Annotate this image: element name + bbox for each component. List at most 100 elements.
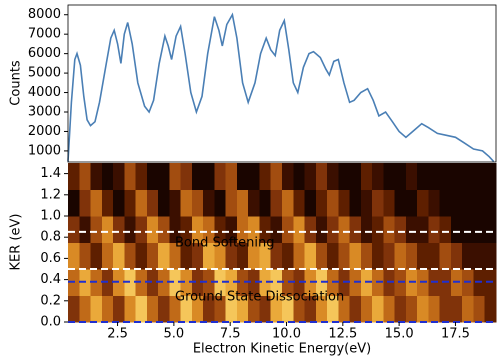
heatmap-cell bbox=[428, 189, 441, 217]
heatmap-cell bbox=[135, 242, 148, 270]
annotation: Ground State Dissociation bbox=[175, 290, 344, 305]
heatmap-cell bbox=[214, 216, 227, 243]
heatmap-cell bbox=[79, 163, 91, 190]
heatmap-cell bbox=[101, 163, 114, 190]
heatmap-cell bbox=[394, 242, 407, 270]
heatmap-cell bbox=[428, 216, 441, 243]
heatmap-cell bbox=[79, 216, 91, 243]
y-axis-label: KER (eV) bbox=[9, 214, 24, 271]
y-tick-label: 2000 bbox=[28, 124, 61, 139]
heatmap-cell bbox=[484, 163, 497, 190]
heatmap-cell bbox=[315, 295, 328, 323]
heatmap-cell bbox=[68, 163, 80, 190]
heatmap-cell bbox=[180, 242, 193, 270]
heatmap-cell bbox=[124, 295, 136, 323]
heatmap-cell bbox=[135, 189, 148, 217]
heatmap-cell bbox=[450, 242, 463, 270]
heatmap-cell bbox=[191, 242, 204, 270]
annotation: Bond Softening bbox=[175, 236, 275, 251]
heatmap-cell bbox=[473, 242, 486, 270]
heatmap-cell bbox=[405, 242, 418, 270]
heatmap-cell bbox=[191, 269, 204, 296]
heatmap-cell bbox=[101, 242, 114, 270]
heatmap-cell bbox=[450, 216, 463, 243]
heatmap-cell bbox=[439, 163, 452, 190]
heatmap-cell bbox=[349, 163, 362, 190]
heatmap-cell bbox=[248, 163, 260, 190]
heatmap-cell bbox=[338, 295, 350, 323]
heatmap-cell bbox=[270, 269, 283, 296]
heatmap-cell bbox=[259, 189, 272, 217]
heatmap-cell bbox=[439, 242, 452, 270]
heatmap-cell bbox=[191, 295, 204, 323]
heatmap-cell bbox=[473, 295, 486, 323]
heatmap-cell bbox=[327, 295, 339, 323]
heatmap-cell bbox=[68, 242, 80, 270]
heatmap-cell bbox=[315, 242, 328, 270]
heatmap-cell bbox=[248, 216, 260, 243]
x-tick-label: 5.0 bbox=[164, 327, 185, 342]
heatmap-cell bbox=[327, 242, 339, 270]
heatmap-cell bbox=[79, 189, 91, 217]
heatmap-cell bbox=[180, 295, 193, 323]
heatmap-cell bbox=[315, 216, 328, 243]
heatmap-cell bbox=[315, 163, 328, 190]
heatmap-cell bbox=[214, 242, 227, 270]
heatmap-cell bbox=[462, 163, 474, 190]
heatmap-cell bbox=[417, 242, 429, 270]
heatmap-cell bbox=[158, 189, 170, 217]
heatmap-cell bbox=[417, 295, 429, 323]
heatmap-cell bbox=[462, 189, 474, 217]
heatmap-cell bbox=[203, 216, 215, 243]
heatmap-cell bbox=[450, 295, 463, 323]
heatmap-cell bbox=[248, 269, 260, 296]
heatmap-cell bbox=[101, 295, 114, 323]
heatmap-cell bbox=[68, 295, 80, 323]
heatmap-cell bbox=[293, 163, 305, 190]
heatmap-cell bbox=[113, 189, 125, 217]
heatmap-cell bbox=[293, 189, 305, 217]
heatmap-cell bbox=[394, 163, 407, 190]
heatmap-cell bbox=[90, 189, 103, 217]
y-tick-label: 0.8 bbox=[40, 230, 61, 245]
heatmap-cell bbox=[248, 295, 260, 323]
heatmap-cell bbox=[327, 189, 339, 217]
heatmap-cell bbox=[360, 189, 373, 217]
heatmap-cell bbox=[158, 216, 170, 243]
y-tick-label: 7000 bbox=[28, 27, 61, 42]
heatmap-cell bbox=[428, 163, 441, 190]
heatmap-cell bbox=[180, 163, 193, 190]
heatmap-cell bbox=[180, 269, 193, 296]
heatmap-cell bbox=[225, 163, 238, 190]
heatmap-cell bbox=[349, 189, 362, 217]
heatmap-cell bbox=[191, 163, 204, 190]
heatmap-cell bbox=[90, 216, 103, 243]
heatmap-cell bbox=[417, 216, 429, 243]
heatmap-cell bbox=[90, 295, 103, 323]
heatmap-cell bbox=[248, 242, 260, 270]
heatmap-cell bbox=[248, 189, 260, 217]
y-tick-label: 4000 bbox=[28, 85, 61, 100]
x-axis-label: Electron Kinetic Energy(eV) bbox=[193, 342, 371, 357]
heatmap-cell bbox=[180, 189, 193, 217]
heatmap-cell bbox=[349, 242, 362, 270]
heatmap-cell bbox=[225, 189, 238, 217]
heatmap-cell bbox=[360, 216, 373, 243]
heatmap-cell bbox=[191, 216, 204, 243]
heatmap-cell bbox=[338, 216, 350, 243]
heatmap-cell bbox=[282, 242, 294, 270]
heatmap-cell bbox=[225, 216, 238, 243]
heatmap-cell bbox=[327, 163, 339, 190]
heatmap-cell bbox=[417, 189, 429, 217]
heatmap-cell bbox=[338, 242, 350, 270]
heatmap-cell bbox=[282, 216, 294, 243]
heatmap-cell bbox=[259, 163, 272, 190]
y-tick-label: 6000 bbox=[28, 46, 61, 61]
y-tick-label: 1.2 bbox=[40, 187, 61, 202]
heatmap-cell bbox=[270, 295, 283, 323]
heatmap-cell bbox=[349, 295, 362, 323]
heatmap-cell bbox=[146, 163, 159, 190]
heatmap-cell bbox=[349, 216, 362, 243]
heatmap-cell bbox=[450, 163, 463, 190]
